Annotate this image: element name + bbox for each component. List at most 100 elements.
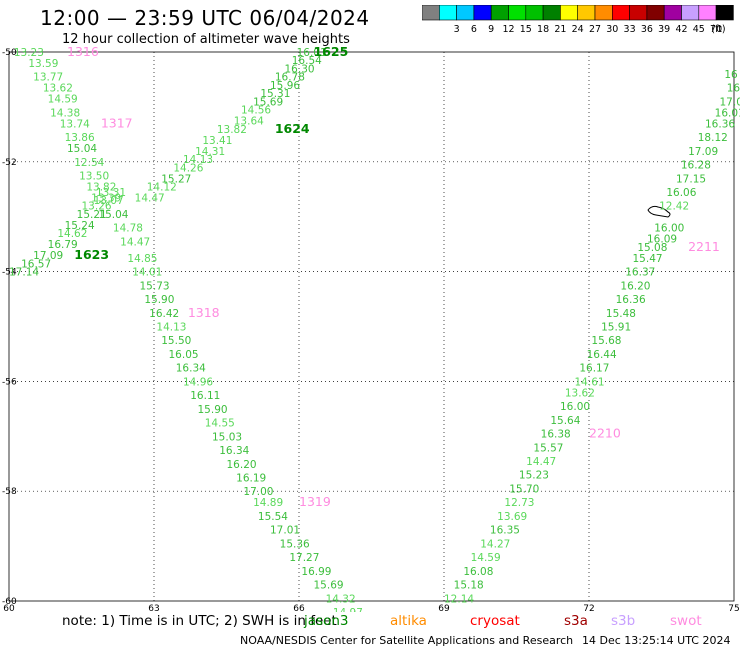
longitude-tick-label: 69 xyxy=(438,604,450,612)
legend-tick-label: 70 xyxy=(710,24,722,35)
wave-height-label: 17.03 xyxy=(720,96,740,108)
wave-height-label: 16.00 xyxy=(654,223,684,235)
longitude-tick-label: 60 xyxy=(3,604,15,612)
pass-time-label: 1625 xyxy=(314,44,349,59)
legend-tick-label: 24 xyxy=(572,24,584,35)
wave-height-label: 13.62 xyxy=(43,83,73,95)
wave-height-label: 16.54 xyxy=(292,55,322,67)
wave-height-label: 16.57 xyxy=(21,258,51,270)
wave-height-label: 15.91 xyxy=(601,322,631,334)
legend-tick-label: 30 xyxy=(606,24,618,35)
wave-height-label: 14.26 xyxy=(173,162,203,174)
wave-height-label: 15.69 xyxy=(314,580,344,592)
wave-height-label: 13.62 xyxy=(565,387,595,399)
pass-time-label: 1316 xyxy=(67,44,99,59)
wave-height-label: 16.19 xyxy=(236,472,266,484)
wave-height-label: 12.54 xyxy=(74,157,104,169)
wave-height-label: 14.13 xyxy=(183,154,213,166)
wave-height-label: 16.37 xyxy=(625,267,655,279)
wave-height-label: 16.36 xyxy=(616,294,646,306)
legend-unit: (ft) xyxy=(711,24,725,35)
pass-time-label: 1317 xyxy=(101,115,133,130)
wave-height-label: 15.08 xyxy=(637,242,667,254)
wave-height-label: 13.50 xyxy=(79,171,109,183)
wave-height-label: 12.14 xyxy=(444,593,474,605)
wave-height-label: 16.9 xyxy=(727,83,740,95)
wave-height-label: 15.90 xyxy=(198,404,228,416)
latitude-tick-label: -50 xyxy=(2,48,17,58)
wave-height-label: 16.20 xyxy=(227,459,257,471)
wave-height-label: 17.27 xyxy=(289,552,319,564)
wave-height-label: 14.31 xyxy=(195,146,225,158)
wave-height-label: 16.30 xyxy=(285,63,315,75)
legend-tick-label: 42 xyxy=(675,24,687,35)
wave-height-label: 14.97 xyxy=(333,607,363,612)
wave-height-label: 15.54 xyxy=(258,511,288,523)
wave-height-label: 13.26 xyxy=(82,201,112,213)
wave-height-label: 14.56 xyxy=(241,105,271,117)
wave-height-label: 16.17 xyxy=(579,363,609,375)
wave-height-label: 13.77 xyxy=(33,72,63,84)
wave-height-label: 15.36 xyxy=(280,538,310,550)
legend-tick-label: 21 xyxy=(554,24,566,35)
pass-time-label: 2211 xyxy=(688,239,720,254)
wave-height-label: 16.06 xyxy=(666,187,696,199)
legend-tick-label: 45 xyxy=(693,24,705,35)
wave-height-label: 15.23 xyxy=(519,470,549,482)
wave-height-label: 17.00 xyxy=(243,486,273,498)
wave-height-label: 15.24 xyxy=(65,220,95,232)
wave-height-label: 16.36 xyxy=(705,118,735,130)
wave-height-label: 13.69 xyxy=(497,511,527,523)
wave-height-label: 14.55 xyxy=(205,418,235,430)
wave-height-label: 14.62 xyxy=(57,228,87,240)
satellite-s3b: s3b xyxy=(611,613,636,629)
legend-tick-label: 15 xyxy=(520,24,532,35)
map-frame xyxy=(8,51,735,602)
wave-height-label: 15.04 xyxy=(98,209,128,221)
pass-time-label: 1624 xyxy=(275,121,310,136)
pass-time-label: 1623 xyxy=(74,247,109,262)
wave-height-label: 15.68 xyxy=(591,335,621,347)
wave-height-label: 15.04 xyxy=(67,143,97,155)
wave-height-label: 16.01 xyxy=(715,107,740,119)
wave-height-label: 16.11 xyxy=(190,390,220,402)
longitude-tick-label: 75 xyxy=(728,604,739,612)
altimeter-map: 60 63 66 69 72 75 -50 -52 -54 -56 -58 -60 13.23 1316 1… xyxy=(2,44,740,612)
satellite-jason3: jason3 xyxy=(304,613,349,629)
wave-height-label: 14.13 xyxy=(156,322,186,334)
wave-height-label: 13.23 xyxy=(14,47,44,59)
wave-height-label: 15.21 xyxy=(77,209,107,221)
pass-time-label: 1319 xyxy=(299,494,331,509)
legend-tick-label: 39 xyxy=(658,24,670,35)
wave-height-label: 12.73 xyxy=(504,497,534,509)
legend-tick-label: 18 xyxy=(537,24,549,35)
wave-height-label: 16.09 xyxy=(647,234,677,246)
satellite-swot: swot xyxy=(670,613,702,629)
wave-height-label: 15.47 xyxy=(633,253,663,265)
credit-line: NOAA/NESDIS Center for Satellite Applica… xyxy=(240,634,574,647)
wave-height-color-legend: 3 6 9 12 15 18 21 24 27 30 33 36 39 42 45 70(ft) xyxy=(422,5,734,35)
wave-height-label: 15.70 xyxy=(509,483,539,495)
wave-height-label: 14.59 xyxy=(48,94,78,106)
wave-height-label: 13.74 xyxy=(60,118,90,130)
legend-tick-label: 3 xyxy=(454,24,460,35)
island-outline xyxy=(647,205,671,218)
wave-height-label: 14.12 xyxy=(147,182,177,194)
wave-height-label: 14.85 xyxy=(127,253,157,265)
wave-height-label: 17.15 xyxy=(676,173,706,185)
latitude-tick-label: -58 xyxy=(2,487,17,497)
wave-height-label: 16.78 xyxy=(275,72,305,84)
wave-height-label: 14.96 xyxy=(183,376,213,388)
wave-height-label: 15.48 xyxy=(606,308,636,320)
wave-height-label: 16.42 xyxy=(149,308,179,320)
pass-time-label: 1318 xyxy=(188,305,220,320)
legend-tick-label: 12 xyxy=(502,24,514,35)
wave-height-label: 16.28 xyxy=(681,160,711,172)
legend-tick-label: 36 xyxy=(641,24,653,35)
wave-height-label: 16.44 xyxy=(587,349,617,361)
latitude-tick-label: -54 xyxy=(2,268,17,278)
wave-height-label: 14.38 xyxy=(50,107,80,119)
wave-height-label: 15.18 xyxy=(454,580,484,592)
wave-height-label: 13.82 xyxy=(217,124,247,136)
wave-height-label: 15.90 xyxy=(144,294,174,306)
